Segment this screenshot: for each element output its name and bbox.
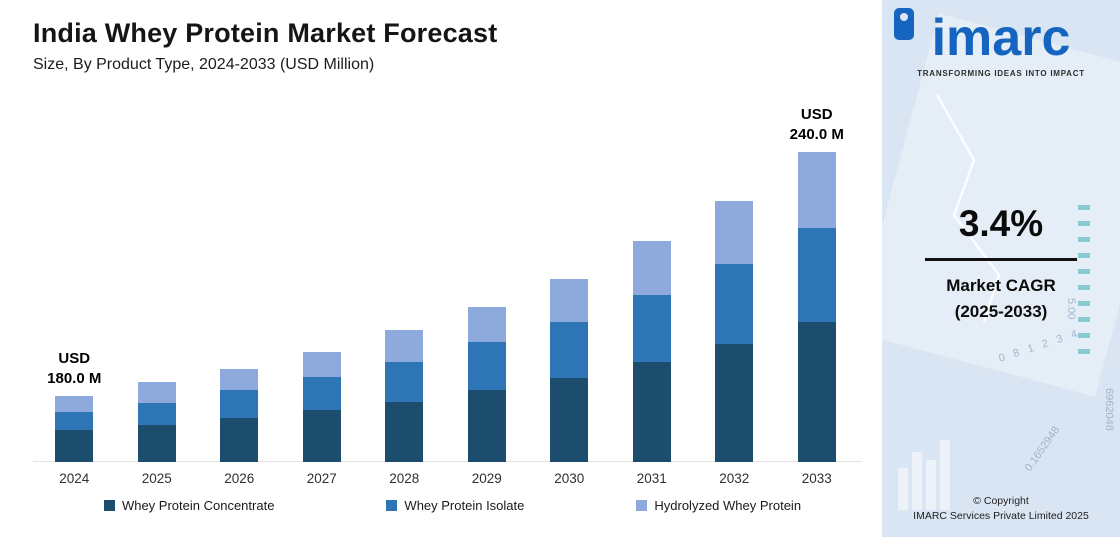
bar-segment-whey-protein-concentrate (550, 378, 589, 462)
bar-stack (632, 241, 671, 462)
x-axis-label: 2028 (389, 471, 420, 486)
bar-segment-whey-protein-concentrate (467, 390, 506, 462)
chart-subtitle: Size, By Product Type, 2024-2033 (USD Mi… (33, 56, 375, 73)
bar-group: 2026 (198, 76, 281, 488)
bar-group: USD 240.0 M 2033 (776, 76, 859, 488)
bar-stack (550, 279, 589, 462)
imarc-logo-icon (894, 8, 914, 40)
legend-swatch (636, 500, 648, 511)
bar-segment-whey-protein-isolate (385, 362, 424, 402)
bar-group: 2025 (116, 76, 199, 488)
bar-group: USD 180.0 M 2024 (33, 76, 116, 488)
copyright-line1: © Copyright (973, 494, 1029, 507)
bar-segment-hydrolyzed-whey-protein (385, 330, 424, 362)
x-axis-label: 2032 (719, 471, 750, 486)
brand-sidebar: 6962048 0.1652948 0 8 1 2 3 4 5.00 imarc… (882, 0, 1120, 537)
bar-segment-hydrolyzed-whey-protein (632, 241, 671, 295)
legend-item: Hydrolyzed Whey Protein (636, 498, 801, 513)
bar-segment-whey-protein-concentrate (220, 418, 259, 462)
bar-segment-whey-protein-isolate (467, 342, 506, 390)
bar-group: 2029 (446, 76, 529, 488)
bar-segment-whey-protein-concentrate (302, 410, 341, 462)
legend-swatch (386, 500, 398, 511)
sidebar-content: imarc TRANSFORMING IDEAS INTO IMPACT 3.4… (882, 0, 1120, 537)
bar-group: 2027 (281, 76, 364, 488)
cagr-block: 3.4% Market CAGR (2025-2033) (882, 203, 1120, 322)
x-axis-label: 2033 (801, 471, 832, 486)
bar-stack (467, 307, 506, 462)
bar-stack (137, 382, 176, 462)
x-axis-label: 2030 (554, 471, 585, 486)
bar-segment-hydrolyzed-whey-protein (467, 307, 506, 342)
cagr-divider (925, 258, 1077, 261)
bar-stack (385, 330, 424, 462)
bar-segment-whey-protein-isolate (220, 390, 259, 418)
stacked-bar-chart: USD 180.0 M 2024 2025 2026 2027 2028 2029 2030 20… (33, 76, 872, 488)
bar-stack (220, 369, 259, 462)
chart-title: India Whey Protein Market Forecast (33, 18, 498, 48)
brand-tagline: TRANSFORMING IDEAS INTO IMPACT (917, 69, 1085, 78)
copyright-line2: IMARC Services Private Limited 2025 (913, 510, 1089, 523)
imarc-logo-wordmark: imarc (931, 9, 1071, 67)
legend-label: Whey Protein Concentrate (121, 498, 275, 513)
value-annotation: USD 180.0 M (47, 350, 102, 388)
chart-legend: Whey Protein Concentrate Whey Protein Iso… (33, 498, 872, 513)
bar-segment-whey-protein-concentrate (385, 402, 424, 462)
legend-label: Hydrolyzed Whey Protein (654, 498, 802, 513)
legend-label: Whey Protein Isolate (404, 498, 525, 513)
bar-group: 2028 (363, 76, 446, 488)
bar-segment-whey-protein-isolate (55, 412, 94, 430)
chart-panel: India Whey Protein Market Forecast Size,… (33, 18, 872, 513)
bar-segment-hydrolyzed-whey-protein (715, 201, 754, 264)
bar-segment-whey-protein-isolate (632, 295, 671, 362)
copyright-note: © Copyright IMARC Services Private Limit… (882, 494, 1120, 526)
legend-item: Whey Protein Concentrate (103, 498, 275, 513)
x-axis-label: 2027 (306, 471, 337, 486)
bar-segment-whey-protein-isolate (550, 322, 589, 378)
bar-segment-whey-protein-concentrate (55, 430, 94, 462)
bar-segment-hydrolyzed-whey-protein (137, 382, 176, 403)
bar-stack (715, 201, 754, 462)
bar-segment-hydrolyzed-whey-protein (302, 352, 341, 377)
bar-group: 2031 (611, 76, 694, 488)
bar-segment-whey-protein-isolate (302, 377, 341, 410)
cagr-label: Market CAGR (946, 276, 1056, 295)
bar-segment-whey-protein-isolate (137, 403, 176, 425)
cagr-value: 3.4% (958, 203, 1044, 244)
x-axis-label: 2026 (224, 471, 255, 486)
legend-item: Whey Protein Isolate (386, 498, 524, 513)
bar-segment-whey-protein-isolate (797, 228, 836, 322)
x-axis-label: 2024 (59, 471, 90, 486)
x-axis-label: 2025 (141, 471, 172, 486)
bar-segment-hydrolyzed-whey-protein (797, 152, 836, 228)
bar-segment-whey-protein-concentrate (137, 425, 176, 462)
value-annotation: USD 240.0 M (789, 106, 844, 144)
bar-group: 2032 (693, 76, 776, 488)
bar-segment-whey-protein-concentrate (715, 344, 754, 462)
bar-segment-whey-protein-isolate (715, 264, 754, 344)
legend-swatch (103, 500, 115, 511)
bar-stack (797, 152, 836, 462)
cagr-period: (2025-2033) (954, 302, 1048, 321)
bar-segment-whey-protein-concentrate (797, 322, 836, 462)
x-axis-label: 2031 (636, 471, 667, 486)
bar-segment-hydrolyzed-whey-protein (55, 396, 94, 412)
bar-segment-hydrolyzed-whey-protein (220, 369, 259, 390)
x-axis-label: 2029 (471, 471, 502, 486)
bar-stack (55, 396, 94, 462)
bar-segment-whey-protein-concentrate (632, 362, 671, 462)
bar-segment-hydrolyzed-whey-protein (550, 279, 589, 322)
bar-stack (302, 352, 341, 462)
x-axis-line (33, 461, 862, 462)
bar-group: 2030 (528, 76, 611, 488)
